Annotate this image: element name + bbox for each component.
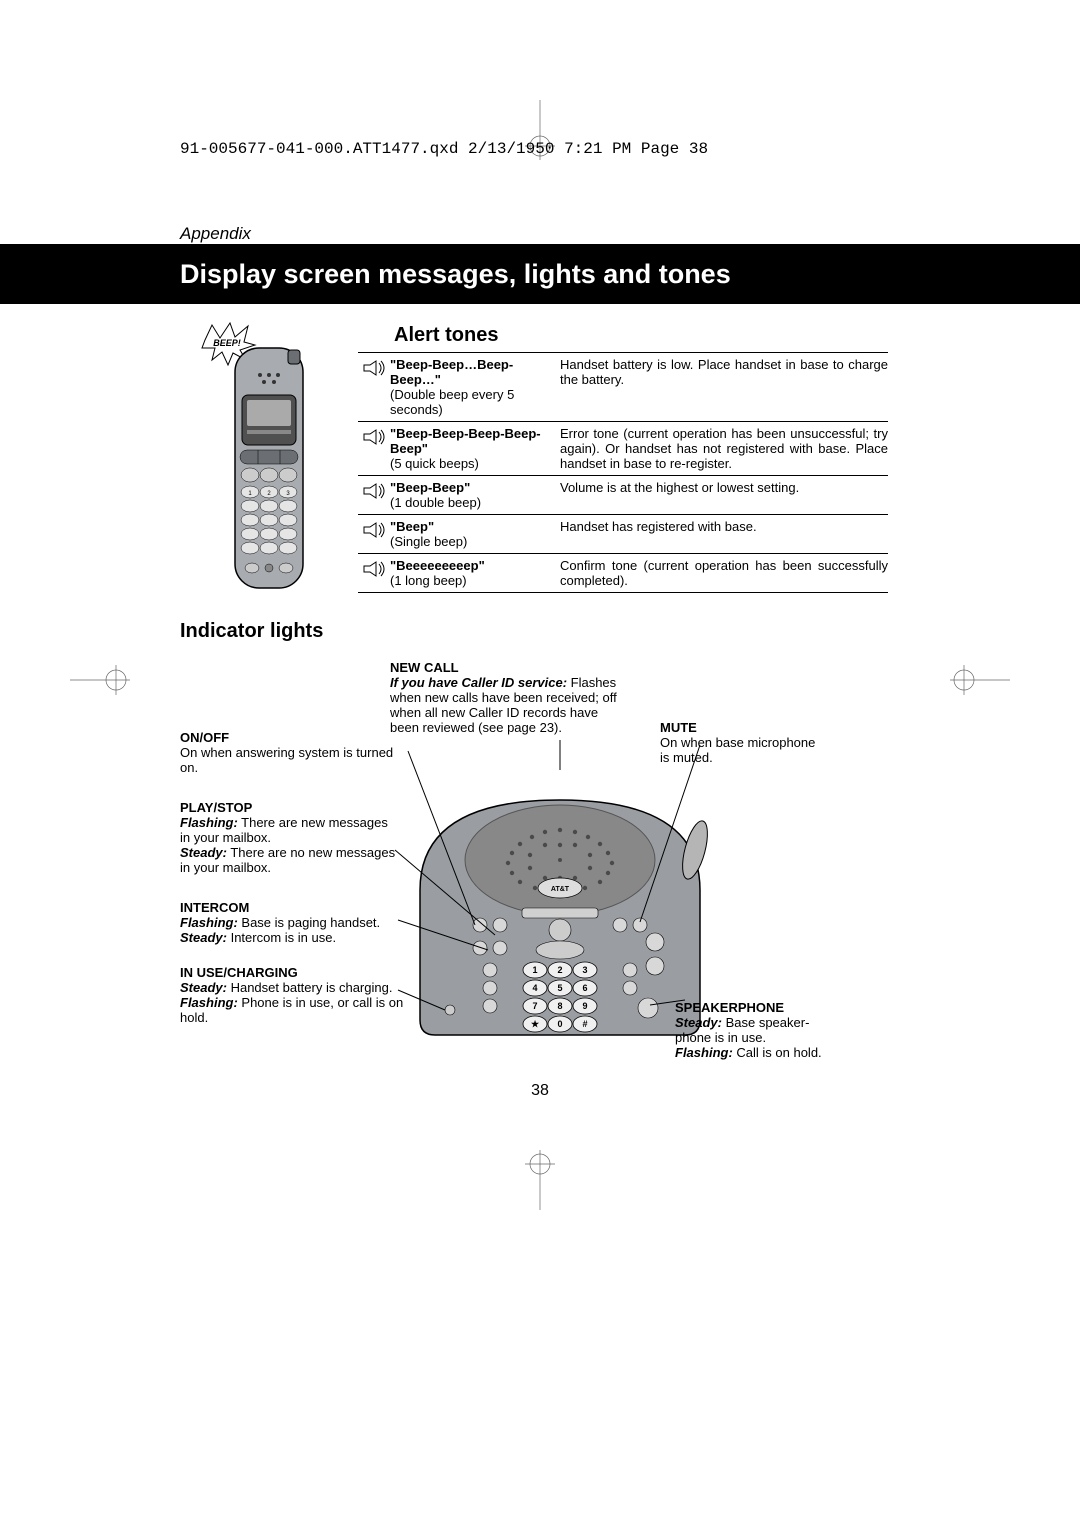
alert-desc: Volume is at the highest or lowest setti… — [560, 480, 888, 510]
callout-inuse: IN USE/CHARGING Steady: Handset battery … — [180, 965, 410, 1025]
alert-tones-heading: Alert tones — [394, 324, 498, 347]
svg-text:BEEP!: BEEP! — [213, 338, 241, 348]
alert-row: "Beeeeeeeeep" (1 long beep) Confirm tone… — [358, 553, 888, 593]
alert-desc: Handset battery is low. Place handset in… — [560, 357, 888, 417]
alert-sound: "Beep-Beep…Beep-Beep…" (Double beep ever… — [390, 357, 560, 417]
callout-playstop: PLAY/STOP Flashing: There are new messag… — [180, 800, 400, 875]
page-title: Display screen messages, lights and tone… — [180, 259, 731, 290]
sound-icon — [358, 519, 390, 549]
alert-row: "Beep-Beep…Beep-Beep…" (Double beep ever… — [358, 352, 888, 421]
sound-icon — [358, 480, 390, 510]
callout-new-call: NEW CALL If you have Caller ID service: … — [390, 660, 630, 735]
alert-row: "Beep-Beep-Beep-Beep-Beep" (5 quick beep… — [358, 421, 888, 475]
alert-desc: Confirm tone (current operation has been… — [560, 558, 888, 588]
callout-intercom: INTERCOM Flashing: Base is paging handse… — [180, 900, 400, 945]
alert-sound: "Beep" (Single beep) — [390, 519, 560, 549]
callout-mute: MUTE On when base microphone is muted. — [660, 720, 820, 765]
alert-sound: "Beep-Beep-Beep-Beep-Beep" (5 quick beep… — [390, 426, 560, 471]
alert-row: "Beep-Beep" (1 double beep) Volume is at… — [358, 475, 888, 514]
appendix-label: Appendix — [180, 224, 251, 244]
callout-onoff: ON/OFF On when answering system is turne… — [180, 730, 410, 775]
callouts-layer: NEW CALL If you have Caller ID service: … — [180, 660, 900, 1100]
page: 91-005677-041-000.ATT1477.qxd 2/13/1950 … — [0, 0, 1080, 1528]
page-number: 38 — [0, 1082, 1080, 1100]
sound-icon — [358, 357, 390, 417]
alert-sound: "Beeeeeeeeep" (1 long beep) — [390, 558, 560, 588]
page-title-bar: Display screen messages, lights and tone… — [0, 244, 1080, 304]
alert-desc: Handset has registered with base. — [560, 519, 888, 549]
alert-tones-table: "Beep-Beep…Beep-Beep…" (Double beep ever… — [358, 352, 888, 593]
alert-row: "Beep" (Single beep) Handset has registe… — [358, 514, 888, 553]
callout-speakerphone: SPEAKERPHONE Steady: Base speaker-phone … — [675, 1000, 835, 1060]
handset-illustration: BEEP! — [200, 320, 330, 600]
sound-icon — [358, 426, 390, 471]
sound-icon — [358, 558, 390, 588]
alert-desc: Error tone (current operation has been u… — [560, 426, 888, 471]
alert-sound: "Beep-Beep" (1 double beep) — [390, 480, 560, 510]
header-file-path: 91-005677-041-000.ATT1477.qxd 2/13/1950 … — [180, 140, 708, 158]
indicator-lights-heading: Indicator lights — [180, 620, 323, 643]
